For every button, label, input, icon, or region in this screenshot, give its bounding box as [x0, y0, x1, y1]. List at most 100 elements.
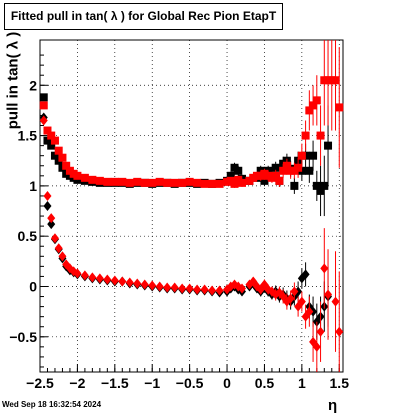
data-point-square [275, 176, 284, 185]
data-point-square [282, 161, 291, 170]
data-point-square [230, 179, 239, 188]
x-tick-label: −1 [144, 375, 160, 391]
data-point-square [110, 177, 119, 186]
data-point-square [271, 163, 280, 172]
data-point-square [103, 177, 112, 186]
data-point-diamond [133, 278, 142, 289]
data-point-square [238, 178, 246, 187]
data-point-diamond [305, 306, 314, 317]
data-point-square [133, 177, 142, 186]
data-point-diamond [95, 273, 104, 284]
data-point-diamond [185, 283, 194, 294]
data-point-square [226, 171, 235, 180]
data-point-square [125, 178, 134, 187]
plot-frame [39, 39, 344, 373]
data-point-square [95, 176, 104, 185]
data-point-diamond [178, 283, 187, 294]
data-point-diamond [331, 296, 340, 307]
data-point-diamond [43, 190, 52, 201]
data-point-square [215, 179, 224, 188]
data-point-diamond [125, 277, 134, 288]
data-point-square [185, 177, 194, 186]
data-point-square [50, 136, 59, 145]
x-tick-label: 0.5 [255, 375, 275, 391]
y-tick-label: 2 [29, 77, 37, 93]
data-point-diamond [215, 285, 224, 296]
y-tick-label: −0.5 [9, 329, 37, 345]
data-point-diamond [290, 286, 299, 297]
data-point-square [305, 166, 314, 175]
data-point-diamond [47, 213, 56, 224]
data-point-diamond [73, 268, 82, 279]
data-point-square [279, 166, 288, 175]
data-point-square [335, 103, 344, 112]
x-tick-label: −2 [69, 375, 85, 391]
data-point-diamond [58, 251, 67, 262]
data-point-diamond [118, 276, 127, 287]
data-point-square [320, 181, 329, 190]
data-point-square [200, 179, 209, 188]
data-point-diamond [54, 243, 63, 254]
data-point-square [260, 176, 269, 185]
x-tick-label: 1 [298, 375, 306, 391]
data-point-square [39, 101, 48, 110]
data-point-diamond [316, 326, 325, 337]
y-axis-label: pull in tan( λ ) [4, 31, 22, 130]
data-point-square [62, 161, 71, 170]
data-point-diamond [200, 284, 209, 295]
data-point-square [140, 178, 149, 187]
data-point-square [88, 175, 97, 184]
timestamp: Wed Sep 18 16:32:54 2024 [2, 400, 102, 409]
data-point-diamond [238, 283, 246, 294]
data-point-square [43, 126, 52, 135]
x-tick-label: −2.5 [26, 375, 54, 391]
x-tick-label: −0.5 [176, 375, 204, 391]
data-point-diamond [335, 326, 344, 337]
data-point-square [309, 151, 318, 160]
y-tick-label: 0 [29, 278, 37, 294]
data-point-square [301, 131, 310, 140]
data-point-square [305, 106, 314, 115]
y-tick-label: 1 [29, 178, 37, 194]
data-point-diamond [155, 281, 164, 292]
data-point-diamond [286, 293, 295, 304]
data-point-square [163, 178, 172, 187]
data-point-diamond [148, 280, 157, 291]
data-point-square [73, 175, 82, 184]
axes: −2.5 −2 −1.5 −1 −0.5 0 0.5 1 1.5 −0.5 0 0.5 1 1.5 2 [9, 54, 350, 391]
data-point-square [309, 101, 318, 110]
data-point-square [234, 166, 243, 175]
data-point-square [73, 171, 82, 180]
data-point-square [312, 96, 321, 105]
data-point-diamond [193, 284, 202, 295]
data-point-square [324, 141, 333, 150]
data-point-square [271, 171, 280, 180]
data-point-diamond [297, 296, 306, 307]
data-point-square [290, 181, 299, 190]
data-point-square [170, 178, 179, 187]
data-point-diamond [43, 201, 52, 211]
y-tick-label: 1.5 [18, 128, 38, 144]
data-point-diamond [324, 289, 333, 300]
data-point-square [39, 93, 48, 102]
x-tick-label: 0 [223, 375, 231, 391]
x-tick-label: −1.5 [101, 375, 129, 391]
data-point-square [312, 181, 321, 190]
x-tick-label: 1.5 [330, 375, 350, 391]
data-point-square [80, 173, 89, 182]
x-axis-label: η [328, 397, 338, 414]
data-point-diamond [80, 270, 89, 281]
data-point-diamond [301, 269, 310, 280]
data-point-square [155, 177, 164, 186]
data-point-square [294, 163, 303, 172]
data-point-square [316, 186, 325, 195]
data-point-diamond [163, 282, 172, 293]
data-point-diamond [208, 285, 217, 296]
data-point-square [43, 136, 52, 145]
data-point-diamond [103, 274, 112, 285]
data-point-square [208, 179, 217, 188]
y-tick-label: 0.5 [18, 228, 38, 244]
data-point-square [50, 151, 59, 160]
data-point-diamond [50, 233, 59, 244]
